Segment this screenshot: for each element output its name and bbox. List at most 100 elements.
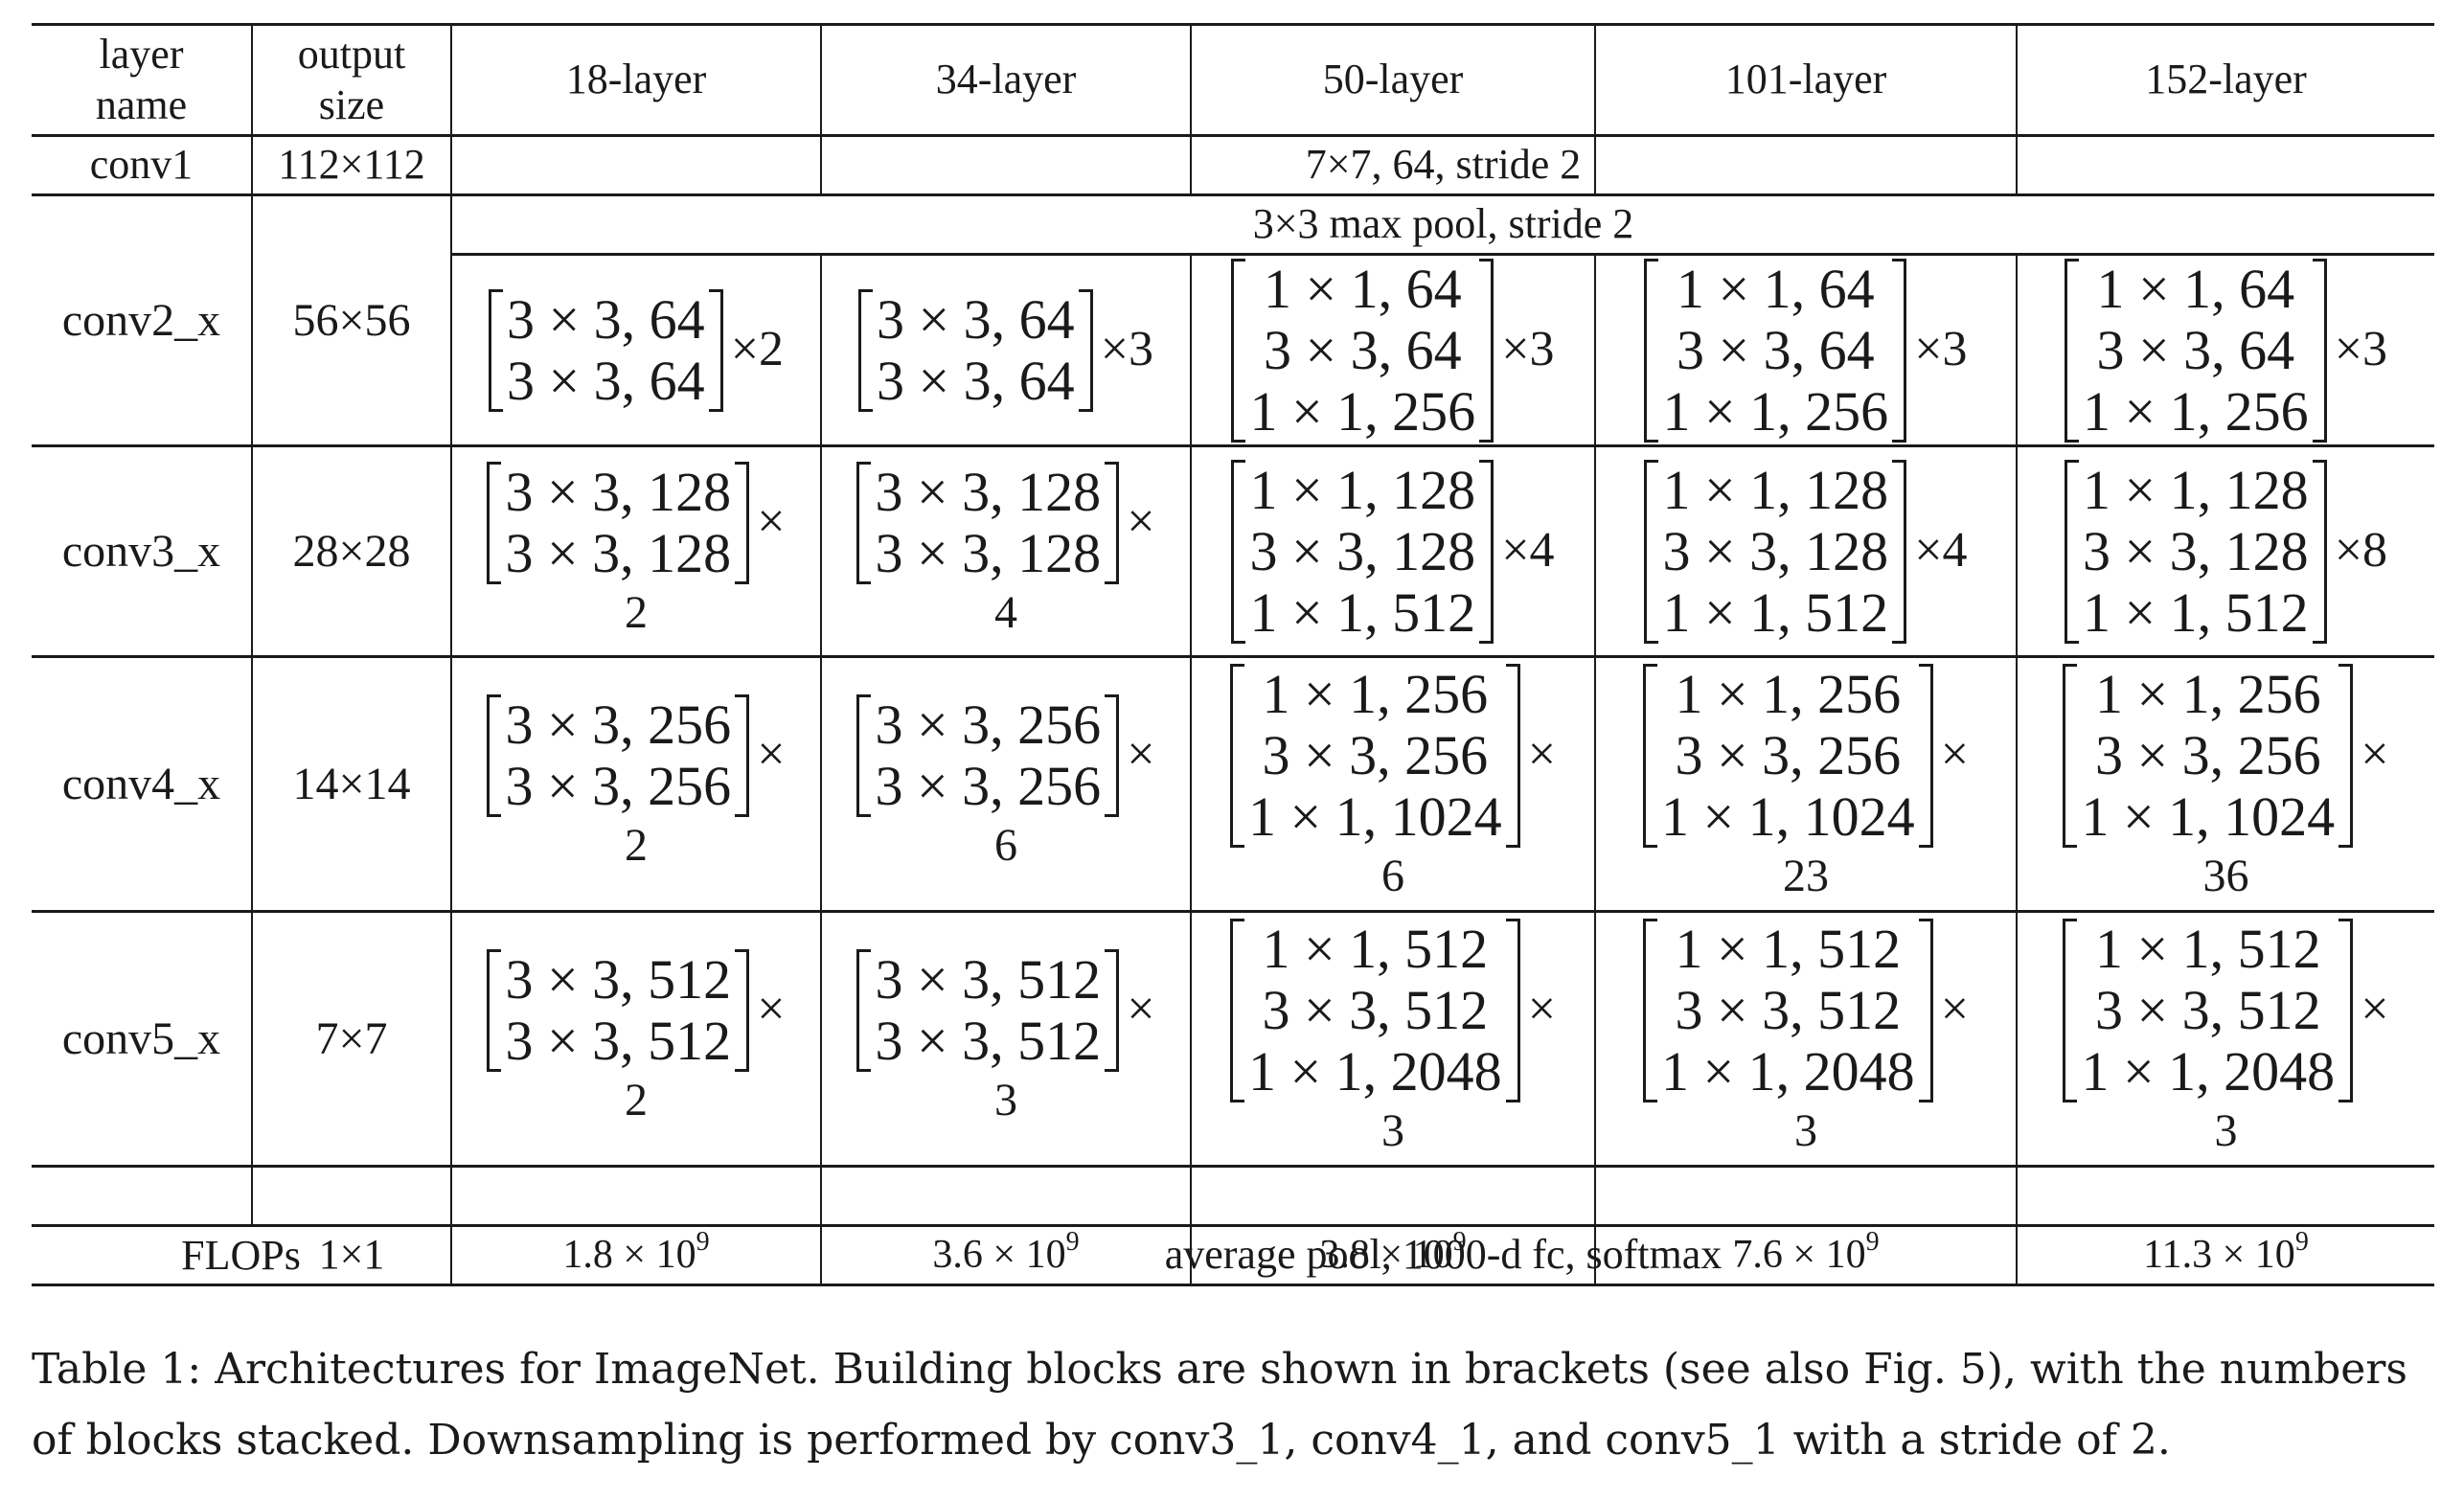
block-line: 1 × 1, 64 — [1676, 257, 1875, 320]
conv5-block-3: 1 × 1, 512 3 × 3, 512 1 × 1, 2048 × 3 — [1192, 913, 1594, 1165]
final-spec: average pool, 1000-d fc, softmax — [1164, 1231, 1723, 1279]
block-line: 1 × 1, 2048 — [1660, 1039, 1915, 1102]
block-line: 3 × 3, 256 — [505, 693, 732, 756]
block-count: 6 — [993, 819, 1017, 871]
block-line: 1 × 1, 512 — [2082, 580, 2309, 644]
block-line: 3 × 3, 256 — [875, 754, 1102, 817]
block-count: 3 — [1380, 1104, 1404, 1156]
header-layer-name: layer name — [32, 26, 251, 134]
conv5-block-1: 3 × 3, 512 3 × 3, 512 × 2 — [452, 913, 820, 1165]
block-line: 3 × 3, 64 — [1263, 318, 1462, 381]
header-152-layer: 152-layer — [2145, 56, 2307, 103]
col-rule-5b — [1594, 253, 1596, 1224]
block-line: 1 × 1, 1024 — [2081, 784, 2336, 848]
conv4-size: 14×14 — [292, 758, 411, 809]
conv3-block-2: 3 × 3, 128 3 × 3, 128 × 4 — [822, 447, 1190, 655]
block-line: 3 × 3, 64 — [506, 349, 705, 412]
block-bracket: 3 × 3, 512 3 × 3, 512 — [856, 948, 1120, 1072]
block-multiplier: ×3 — [1501, 322, 1555, 377]
block-count: 4 — [993, 586, 1017, 638]
flops-label: FLOPs — [181, 1232, 301, 1280]
block-multiplier: × — [757, 494, 786, 550]
block-line: 3 × 3, 64 — [876, 349, 1075, 412]
block-count: 2 — [624, 1074, 648, 1125]
conv3-block-4: 1 × 1, 128 3 × 3, 128 1 × 1, 512 ×4 — [1596, 447, 2016, 655]
conv4-block-1: 3 × 3, 256 3 × 3, 256 × 2 — [452, 658, 820, 910]
col-rule-4 — [1190, 23, 1192, 193]
rule-top — [32, 23, 2434, 26]
block-line: 1 × 1, 512 — [1662, 580, 1889, 644]
block-multiplier: × — [2361, 982, 2389, 1037]
flops-exponent: 9 — [2294, 1227, 2309, 1258]
block-line: 3 × 3, 128 — [875, 460, 1102, 523]
block-line: 1 × 1, 2048 — [1247, 1039, 1502, 1102]
block-bracket: 1 × 1, 64 3 × 3, 64 1 × 1, 256 — [2064, 258, 2327, 443]
block-bracket: 1 × 1, 64 3 × 3, 64 1 × 1, 256 — [1231, 257, 1494, 443]
block-bracket: 3 × 3, 256 3 × 3, 256 — [856, 693, 1120, 817]
conv5-block-2: 3 × 3, 512 3 × 3, 512 × 3 — [822, 913, 1190, 1165]
block-count: 23 — [1782, 850, 1829, 901]
block-line: 1 × 1, 512 — [1249, 580, 1476, 644]
block-multiplier: × — [1127, 727, 1155, 783]
conv2-block-4: 1 × 1, 64 3 × 3, 64 1 × 1, 256 ×3 — [1596, 256, 2016, 444]
conv2-name: conv2_x — [61, 294, 221, 346]
rule-bottom — [32, 1284, 2434, 1286]
block-line: 3 × 3, 128 — [2082, 519, 2309, 582]
block-multiplier: ×8 — [2334, 523, 2388, 579]
conv2-block-1: 3 × 3, 64 3 × 3, 64 ×2 — [452, 256, 820, 444]
flops-expression: 11.3 × 109 — [2143, 1227, 2309, 1278]
header-layer-name-line: layer — [99, 30, 184, 78]
rule-conv4 — [32, 910, 2434, 913]
flops-expression: 3.6 × 109 — [932, 1227, 1080, 1278]
block-line: 1 × 1, 64 — [1263, 257, 1462, 320]
conv4-block-5: 1 × 1, 256 3 × 3, 256 1 × 1, 1024 × 36 — [2018, 658, 2434, 910]
block-line: 3 × 3, 64 — [876, 287, 1075, 351]
conv3-size: 28×28 — [292, 525, 411, 577]
col-rule-4b — [1190, 253, 1192, 1224]
block-line: 1 × 1, 1024 — [1660, 784, 1915, 848]
flops-value-5: 11.3 × 109 — [2018, 1227, 2434, 1284]
block-line: 1 × 1, 512 — [1262, 917, 1489, 980]
header-50-layer: 50-layer — [1322, 56, 1464, 103]
block-line: 3 × 3, 512 — [2094, 978, 2321, 1041]
block-multiplier: ×4 — [1914, 523, 1968, 579]
rule-pool — [451, 253, 2434, 256]
flops-value-4: 7.6 × 109 — [1596, 1227, 2016, 1284]
conv2-block-3: 1 × 1, 64 3 × 3, 64 1 × 1, 256 ×3 — [1192, 256, 1594, 444]
block-line: 3 × 3, 64 — [1676, 318, 1875, 381]
conv3-name: conv3_x — [61, 525, 221, 577]
block-line: 1 × 1, 1024 — [1247, 784, 1502, 848]
block-count: 36 — [2202, 850, 2249, 901]
block-line: 1 × 1, 256 — [2082, 379, 2309, 443]
block-bracket: 1 × 1, 512 3 × 3, 512 1 × 1, 2048 — [1642, 918, 1933, 1102]
block-bracket: 1 × 1, 128 3 × 3, 128 1 × 1, 512 — [1231, 459, 1494, 644]
block-line: 1 × 1, 2048 — [2081, 1039, 2336, 1102]
header-layer-name-line: name — [95, 80, 188, 128]
block-bracket: 3 × 3, 128 3 × 3, 128 — [487, 461, 750, 584]
rule-conv2 — [32, 444, 2434, 447]
block-bracket: 3 × 3, 128 3 × 3, 128 — [856, 460, 1120, 584]
block-count: 6 — [1380, 850, 1404, 901]
header-34-layer: 34-layer — [935, 56, 1077, 103]
flops-exponent: 9 — [696, 1227, 710, 1258]
block-line: 1 × 1, 256 — [1675, 662, 1902, 725]
conv4-block-4: 1 × 1, 256 3 × 3, 256 1 × 1, 1024 × 23 — [1596, 658, 2016, 910]
flops-expression: 1.8 × 109 — [562, 1227, 710, 1278]
col-rule-3 — [820, 23, 822, 193]
block-multiplier: × — [757, 727, 786, 783]
conv3-block-1: 3 × 3, 128 3 × 3, 128 × 2 — [452, 447, 820, 655]
block-count: 3 — [993, 1074, 1017, 1125]
block-line: 1 × 1, 256 — [1249, 379, 1476, 443]
block-line: 3 × 3, 256 — [1675, 723, 1902, 786]
col-rule-3c — [820, 1224, 822, 1285]
block-multiplier: ×3 — [2334, 322, 2388, 377]
block-bracket: 1 × 1, 128 3 × 3, 128 1 × 1, 512 — [1644, 459, 1907, 644]
block-bracket: 1 × 1, 512 3 × 3, 512 1 × 1, 2048 — [2063, 918, 2354, 1102]
col-rule-6c — [2016, 1224, 2018, 1285]
block-line: 3 × 3, 256 — [1262, 723, 1489, 786]
block-line: 3 × 3, 512 — [1675, 978, 1902, 1041]
block-multiplier: × — [1527, 727, 1557, 783]
col-rule-6 — [2016, 23, 2018, 193]
conv1-spec: 7×7, 64, stride 2 — [1305, 141, 1582, 189]
block-line: 3 × 3, 64 — [2096, 318, 2295, 381]
